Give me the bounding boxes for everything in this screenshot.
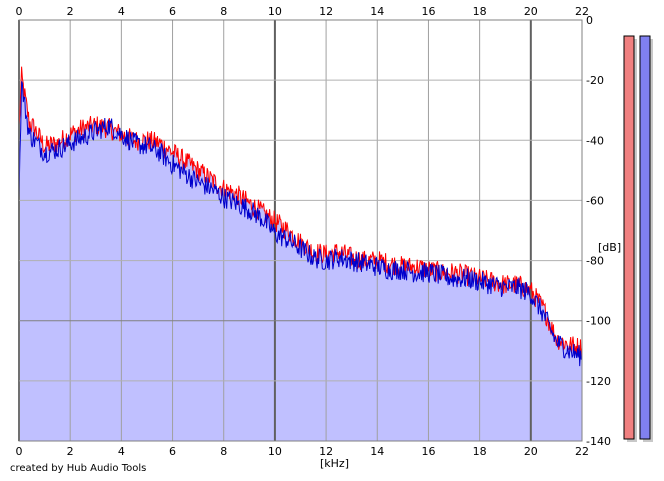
- x-tick-label-bottom: 16: [421, 445, 435, 458]
- y-tick-label: -60: [586, 194, 604, 207]
- y-tick-label: -80: [586, 255, 604, 268]
- x-tick-label-top: 16: [421, 5, 435, 18]
- x-axis-label: [kHz]: [320, 457, 349, 470]
- x-tick-label-bottom: 12: [319, 445, 333, 458]
- x-tick-label-top: 4: [118, 5, 125, 18]
- level-meter-1: [623, 35, 635, 440]
- y-tick-label: 0: [586, 14, 593, 27]
- x-tick-label-top: 12: [319, 5, 333, 18]
- y-tick-label: -100: [586, 315, 611, 328]
- x-tick-label-top: 20: [524, 5, 538, 18]
- x-tick-label-bottom: 22: [575, 445, 589, 458]
- x-tick-label-top: 10: [268, 5, 282, 18]
- x-tick-label-bottom: 0: [16, 445, 23, 458]
- level-meters: [623, 35, 653, 442]
- y-tick-label: -120: [586, 375, 611, 388]
- x-tick-label-bottom: 20: [524, 445, 538, 458]
- credit-text: created by Hub Audio Tools: [10, 463, 147, 474]
- x-tick-label-bottom: 2: [67, 445, 74, 458]
- x-tick-labels-top: 0 2 4 6 8 10 12 14 16 18 20 22: [16, 5, 590, 18]
- spectrum-fill: [19, 66, 582, 441]
- x-tick-label-top: 0: [16, 5, 23, 18]
- y-tick-labels: 0 -20 -40 -60 -80 -100 -120 -140: [586, 14, 611, 448]
- spectrum-fill-layer: [19, 66, 582, 441]
- x-tick-label-top: 8: [220, 5, 227, 18]
- level-meter-2: [639, 35, 651, 440]
- x-tick-label-top: 14: [370, 5, 384, 18]
- y-tick-label: -20: [586, 74, 604, 87]
- y-tick-label: -40: [586, 134, 604, 147]
- y-tick-label: -140: [586, 435, 611, 448]
- series-line-2: [18, 81, 583, 367]
- x-tick-label-top: 6: [169, 5, 176, 18]
- plot-frame: [18, 19, 583, 442]
- x-tick-label-bottom: 6: [169, 445, 176, 458]
- x-tick-label-bottom: 10: [268, 445, 282, 458]
- x-tick-label-bottom: 14: [370, 445, 384, 458]
- x-tick-label-bottom: 18: [473, 445, 487, 458]
- x-tick-labels-bottom: 0 2 4 6 8 10 12 14 16 18 20 22: [16, 445, 590, 458]
- x-tick-label-top: 2: [67, 5, 74, 18]
- x-tick-label-bottom: 8: [220, 445, 227, 458]
- x-tick-label-top: 18: [473, 5, 487, 18]
- y-axis-label: [dB]: [598, 241, 621, 254]
- x-tick-label-top: 22: [575, 5, 589, 18]
- series-layer: [18, 66, 583, 367]
- x-tick-label-bottom: 4: [118, 445, 125, 458]
